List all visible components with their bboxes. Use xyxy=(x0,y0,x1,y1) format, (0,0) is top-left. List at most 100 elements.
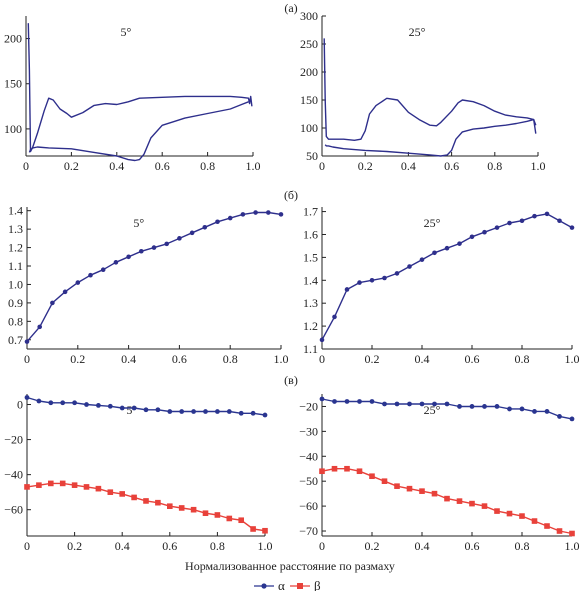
alpha-point xyxy=(131,405,137,411)
alpha-point xyxy=(482,404,487,409)
data-point xyxy=(457,241,462,246)
alpha-point xyxy=(382,401,387,407)
x-tick-label: 1.0 xyxy=(565,352,580,366)
alpha-point xyxy=(494,404,500,409)
beta-point xyxy=(95,485,102,492)
alpha-point xyxy=(507,406,512,412)
legend-beta-marker xyxy=(297,583,303,589)
alpha-point xyxy=(444,401,450,407)
y-tick-label: 1.0 xyxy=(8,277,23,291)
panel-title: 25° xyxy=(424,403,441,417)
data-point xyxy=(139,248,144,254)
data-point xyxy=(88,272,93,278)
beta-point xyxy=(131,494,137,501)
y-tick-label: −30 xyxy=(299,424,318,438)
panel-label-b: (б) xyxy=(284,188,298,202)
y-tick-label: 1.5 xyxy=(303,250,318,264)
alpha-point xyxy=(226,409,232,414)
x-tick-label: 0.6 xyxy=(465,539,480,553)
alpha-point xyxy=(432,401,437,407)
beta-point xyxy=(48,480,54,487)
data-point xyxy=(253,210,258,215)
beta-point xyxy=(36,482,42,488)
y-tick-label: −20 xyxy=(4,433,23,447)
panel-b5: 0 0.2 0.4 0.6 0.8 1.0 0.7 0.8 0.9 1.0 1.1 1.2 1.3 1.4… xyxy=(8,204,289,366)
series-line-0 xyxy=(27,23,253,153)
x-tick-label: 1.0 xyxy=(258,539,273,553)
x-tick-label: 0.4 xyxy=(415,352,430,366)
y-tick-label: −50 xyxy=(299,474,318,488)
data-point xyxy=(344,287,350,292)
alpha-point xyxy=(179,409,185,414)
series-line-beta xyxy=(26,482,266,532)
x-tick-label: 0 xyxy=(319,159,325,173)
panel-title: 25° xyxy=(424,216,441,230)
alpha-point xyxy=(419,401,425,407)
data-point xyxy=(177,236,182,241)
beta-point xyxy=(469,500,475,507)
alpha-point xyxy=(394,401,400,407)
x-tick-label: 0.2 xyxy=(64,159,79,173)
data-point xyxy=(24,339,30,344)
panel-c5: 0 0.2 0.4 0.6 0.8 1.0 0 −20 −40 −60 5° xyxy=(4,394,273,553)
x-tick-label: 0 xyxy=(24,539,30,553)
alpha-point xyxy=(72,400,77,406)
x-tick-label: 0.8 xyxy=(200,159,215,173)
y-tick-label: 0.9 xyxy=(8,296,23,310)
x-tick-label: 0 xyxy=(24,352,30,366)
data-point xyxy=(151,245,157,250)
x-tick-label: 0.2 xyxy=(365,539,380,553)
panel-title: 5° xyxy=(126,403,137,417)
data-point xyxy=(100,267,106,273)
x-tick-label: 0 xyxy=(319,352,325,366)
y-tick-label: 1.2 xyxy=(303,319,318,333)
y-tick-label: 0.7 xyxy=(8,333,23,347)
y-tick-label: 150 xyxy=(300,93,318,107)
x-tick-label: 0.8 xyxy=(515,352,530,366)
data-point xyxy=(469,234,475,240)
alpha-point xyxy=(250,410,256,416)
y-tick-label: −60 xyxy=(4,503,23,517)
beta-point xyxy=(214,512,221,518)
data-point xyxy=(278,212,284,217)
y-tick-label: 150 xyxy=(4,77,22,91)
beta-point xyxy=(143,498,149,504)
beta-point xyxy=(556,528,563,534)
panel-title: 5° xyxy=(133,216,144,230)
beta-point xyxy=(519,513,525,519)
beta-point xyxy=(444,495,450,502)
panel-a25: 0 0.2 0.4 0.6 0.8 1.0 50 100 150 200 250 300 25° xyxy=(300,9,546,173)
y-tick-label: 1.1 xyxy=(303,342,318,356)
beta-point xyxy=(369,473,375,480)
y-tick-label: 200 xyxy=(4,32,22,46)
beta-point xyxy=(167,503,173,509)
data-point xyxy=(482,229,487,235)
alpha-point xyxy=(155,407,161,413)
data-point xyxy=(494,225,500,230)
alpha-point xyxy=(48,400,54,406)
beta-point xyxy=(107,489,114,495)
y-tick-label: 0.8 xyxy=(8,314,23,328)
panel-b25: 0 0.2 0.4 0.6 0.8 1.0 1.1 1.2 1.3 1.4 1.5 1.6 1.7 25° xyxy=(303,205,580,366)
x-tick-label: 0.2 xyxy=(365,352,380,366)
data-point xyxy=(113,260,119,265)
data-point xyxy=(444,245,450,251)
alpha-point xyxy=(215,409,220,414)
y-tick-label: −60 xyxy=(299,499,318,513)
x-tick-label: 0.8 xyxy=(223,352,238,366)
x-tick-label: 1.0 xyxy=(274,352,289,366)
alpha-point xyxy=(167,409,173,414)
beta-point xyxy=(456,498,463,504)
legend-beta-label: β xyxy=(314,578,321,591)
beta-point xyxy=(319,468,325,475)
series-line-1 xyxy=(324,118,537,157)
x-tick-label: 0 xyxy=(23,159,29,173)
data-point xyxy=(189,230,195,236)
x-tick-label: 0.6 xyxy=(465,352,480,366)
alpha-point xyxy=(36,398,42,404)
data-point xyxy=(519,218,525,224)
alpha-point xyxy=(569,416,575,422)
y-tick-label: 1.3 xyxy=(8,222,23,236)
x-tick-label: 0.2 xyxy=(67,539,82,553)
